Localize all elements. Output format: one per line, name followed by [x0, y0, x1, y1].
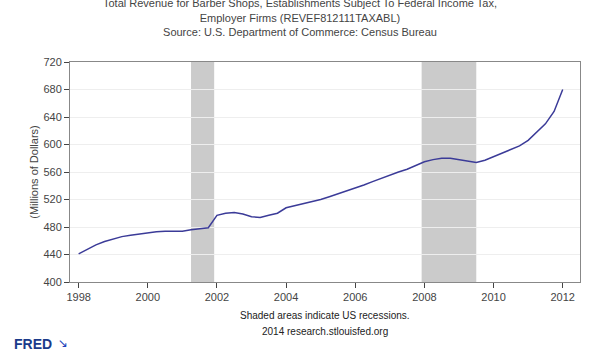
svg-text:Shaded areas indicate US reces: Shaded areas indicate US recessions.: [240, 310, 410, 321]
svg-text:600: 600: [43, 138, 61, 150]
svg-text:2014 research.stlouisfed.org: 2014 research.stlouisfed.org: [262, 326, 388, 337]
svg-text:640: 640: [43, 111, 61, 123]
svg-text:2000: 2000: [136, 291, 160, 303]
svg-text:400: 400: [43, 276, 61, 288]
svg-text:680: 680: [43, 83, 61, 95]
svg-text:560: 560: [43, 166, 61, 178]
svg-text:520: 520: [43, 193, 61, 205]
svg-text:2010: 2010: [481, 291, 505, 303]
svg-text:Total Revenue for Barber Shops: Total Revenue for Barber Shops, Establis…: [103, 0, 497, 38]
svg-text:(Millions of Dollars): (Millions of Dollars): [28, 125, 40, 219]
svg-text:480: 480: [43, 221, 61, 233]
svg-text:2012: 2012: [550, 291, 574, 303]
svg-text:FRED: FRED: [14, 336, 52, 352]
svg-text:2004: 2004: [274, 291, 298, 303]
svg-text:720: 720: [43, 56, 61, 68]
svg-text:↘: ↘: [58, 336, 68, 350]
svg-text:2006: 2006: [343, 291, 367, 303]
svg-text:1998: 1998: [66, 291, 90, 303]
svg-text:2008: 2008: [412, 291, 436, 303]
svg-text:440: 440: [43, 248, 61, 260]
svg-text:2002: 2002: [205, 291, 229, 303]
